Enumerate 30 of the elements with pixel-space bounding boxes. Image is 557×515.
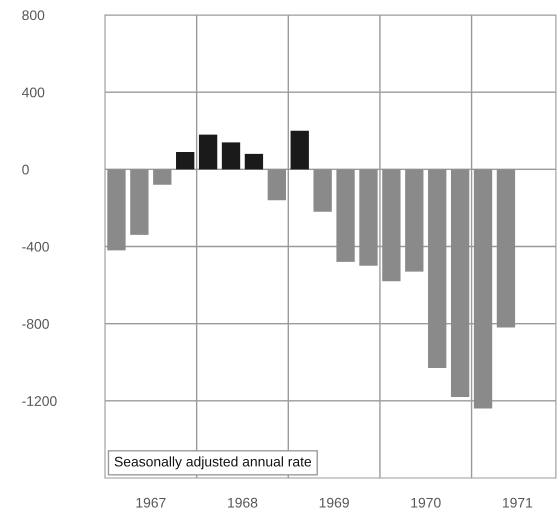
bar: [107, 169, 126, 250]
y-tick-label: -800: [22, 319, 49, 329]
bar: [176, 152, 194, 170]
bar: [290, 130, 309, 170]
bar: [474, 169, 492, 409]
x-tick-label: 1967: [136, 498, 166, 508]
y-tick-label: 0: [22, 164, 29, 175]
bar: [313, 169, 332, 212]
x-tick-label: 1971: [503, 498, 532, 508]
bar: [405, 169, 424, 272]
x-tick-label: 1969: [320, 498, 349, 508]
x-tick-label: 1970: [411, 498, 441, 508]
bar: [198, 134, 218, 170]
y-tick-label: 800: [22, 10, 44, 20]
bar: [382, 169, 401, 282]
bar: [336, 169, 355, 262]
y-tick-label: -400: [22, 242, 49, 252]
bar: [496, 169, 516, 328]
bar: [359, 169, 378, 266]
y-tick-label: -1200: [22, 396, 57, 406]
annotation: Seasonally adjusted annual rate: [114, 456, 312, 470]
bar: [244, 154, 264, 170]
bar: [428, 169, 446, 368]
y-tick-label: 400: [22, 88, 44, 98]
bar: [450, 169, 470, 397]
x-tick-label: 1968: [228, 498, 258, 508]
bar: [153, 169, 172, 185]
bar: [222, 142, 240, 170]
bar: [130, 169, 149, 235]
bar: [268, 169, 286, 200]
